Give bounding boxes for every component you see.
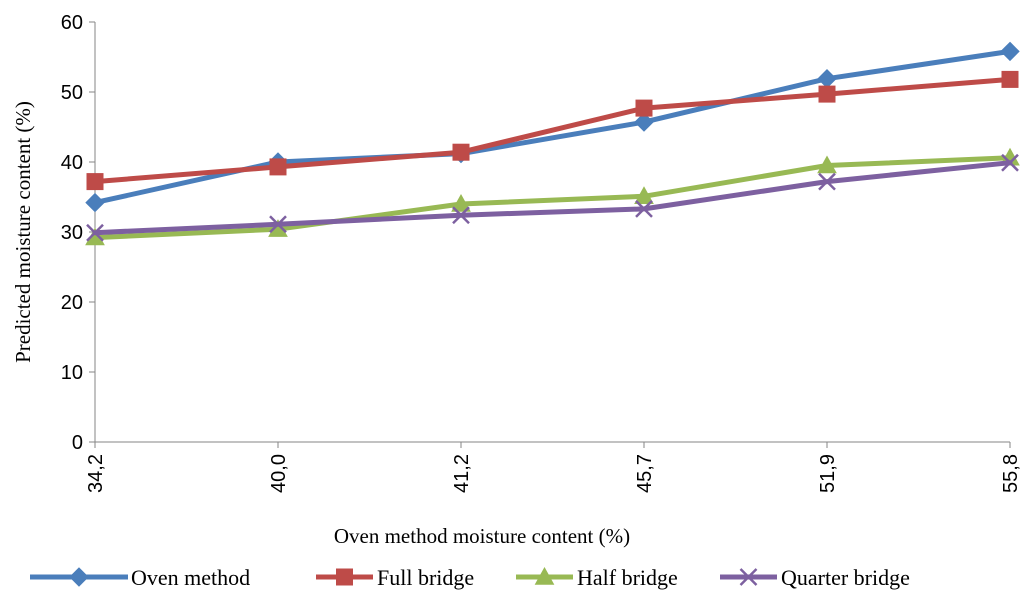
legend-marker-quarter-bridge	[739, 568, 758, 586]
x-tick-label: 45,7	[634, 454, 656, 493]
legend-label-oven-method: Oven method	[131, 565, 250, 590]
y-tick-label: 40	[61, 152, 83, 174]
y-tick-label: 20	[61, 292, 83, 314]
y-tick-label: 60	[61, 12, 83, 34]
data-point-full-bridge	[452, 143, 470, 161]
legend-label-full-bridge: Full bridge	[377, 565, 474, 590]
x-tick-label: 55,8	[1000, 454, 1020, 493]
x-tick-label: 51,9	[817, 454, 839, 493]
series-full-bridge	[86, 70, 1019, 191]
data-point-half-bridge	[817, 155, 837, 174]
series-oven-method	[85, 41, 1020, 213]
data-point-oven-method	[85, 192, 105, 213]
data-point-quarter-bridge	[452, 206, 470, 225]
series-half-bridge	[85, 147, 1020, 246]
data-point-quarter-bridge	[635, 200, 653, 218]
y-tick-label: 50	[61, 82, 83, 104]
data-point-half-bridge	[634, 186, 654, 204]
legend-label-quarter-bridge: Quarter bridge	[781, 565, 910, 590]
legend-item-full-bridge: Full bridge	[316, 565, 474, 590]
y-axis-title: Predicted moisture content (%)	[11, 101, 35, 363]
series-quarter-bridge	[86, 153, 1019, 242]
data-point-half-bridge	[451, 193, 471, 212]
data-point-full-bridge	[269, 158, 287, 176]
data-point-full-bridge	[1001, 70, 1019, 88]
legend-item-half-bridge: Half bridge	[516, 565, 678, 590]
y-tick-label: 10	[61, 362, 83, 384]
legend-marker-oven-method	[69, 567, 89, 587]
legend-item-quarter-bridge: Quarter bridge	[720, 565, 910, 590]
series-line-half-bridge	[92, 155, 1013, 241]
data-point-full-bridge	[86, 173, 104, 191]
legend-marker-full-bridge	[336, 568, 353, 586]
y-axis-ticks: 0 10 20 30 40 50 60	[61, 12, 95, 454]
x-tick-label: 41,2	[451, 454, 473, 493]
data-point-oven-method	[1000, 41, 1020, 62]
series-line-full-bridge	[92, 76, 1013, 185]
series-line-quarter-bridge	[92, 160, 1013, 236]
x-tick-label: 34,2	[85, 454, 107, 493]
x-axis-title: Oven method moisture content (%)	[334, 524, 630, 548]
legend: Oven method Full bridge Half bridge Quarter…	[30, 565, 910, 590]
data-point-quarter-bridge	[818, 172, 836, 191]
legend-item-oven-method: Oven method	[30, 565, 250, 590]
data-point-quarter-bridge	[269, 215, 287, 234]
y-tick-label: 0	[72, 432, 83, 454]
legend-marker-half-bridge	[534, 566, 555, 585]
data-point-oven-method	[817, 68, 837, 89]
y-tick-label: 30	[61, 222, 83, 244]
legend-label-half-bridge: Half bridge	[577, 565, 678, 590]
x-tick-label: 40,0	[268, 454, 290, 493]
series-layer	[85, 41, 1020, 246]
series-line-oven-method	[92, 48, 1013, 206]
x-axis-ticks: 34,2 40,0 41,2 45,7 51,9 55,8	[85, 442, 1020, 493]
data-point-quarter-bridge	[86, 223, 104, 242]
data-point-oven-method	[634, 112, 654, 132]
data-point-quarter-bridge	[1001, 153, 1019, 172]
data-point-full-bridge	[818, 85, 836, 103]
data-point-full-bridge	[635, 99, 653, 117]
